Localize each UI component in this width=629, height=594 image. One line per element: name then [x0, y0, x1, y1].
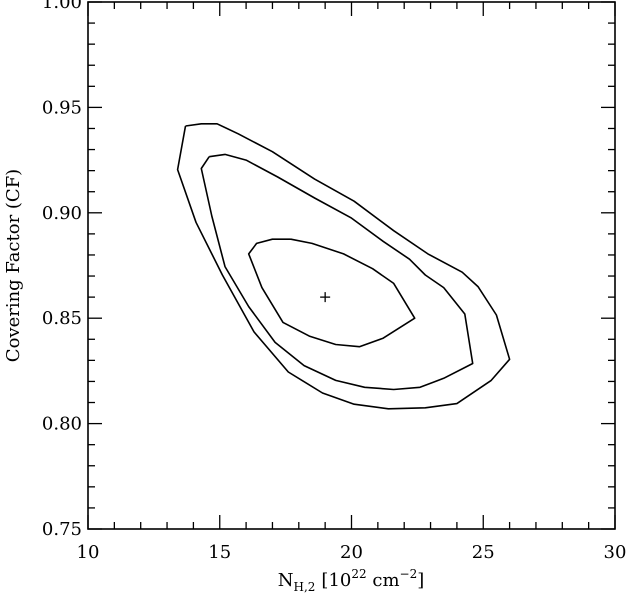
y-axis-title: Covering Factor (CF): [3, 169, 24, 362]
x-axis-title-exp2: −2: [400, 567, 418, 581]
x-axis-title-unit: cm: [367, 570, 400, 591]
x-axis-title-main: N: [278, 570, 294, 591]
contour-outer: [176, 123, 511, 410]
y-tick-label: 0.95: [42, 97, 82, 118]
contour-inner: [247, 238, 416, 348]
x-axis-title-bracket-open: [10: [321, 570, 351, 591]
plot-frame: [87, 1, 616, 530]
tick-labels: 10 15 20 25 30 0.75 0.80 0.85 0.90 0.95 1.00: [42, 0, 627, 563]
x-axis-title-sub: H,2: [294, 580, 316, 594]
y-tick-label: 0.90: [42, 203, 82, 224]
axis-ticks: [87, 1, 616, 530]
x-axis-title-exp1: 22: [351, 567, 366, 581]
y-tick-label: 0.75: [42, 519, 82, 540]
x-axis-title-bracket-close: ]: [417, 570, 424, 591]
x-tick-label: 10: [77, 542, 100, 563]
x-tick-label: 30: [604, 542, 627, 563]
x-tick-label: 15: [208, 542, 231, 563]
best-fit-marker: [320, 292, 331, 303]
y-tick-label: 0.80: [42, 414, 82, 435]
contour-middle: [200, 153, 474, 391]
y-tick-label: 1.00: [42, 0, 82, 13]
x-tick-label: 20: [340, 542, 363, 563]
x-axis-title: NH,2 [1022 cm−2]: [278, 567, 425, 594]
x-tick-label: 25: [472, 542, 495, 563]
contour-lines: [176, 123, 511, 410]
y-tick-label: 0.85: [42, 308, 82, 329]
